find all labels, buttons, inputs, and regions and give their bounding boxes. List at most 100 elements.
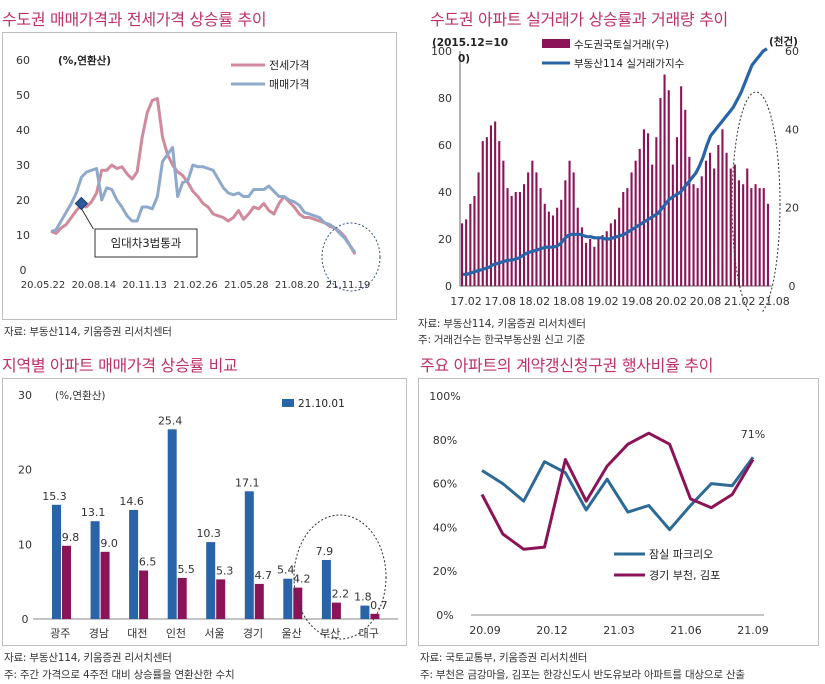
volume-bar [465, 219, 468, 286]
legend-label: 부동산114 실거래가지수 [574, 58, 685, 70]
category-label: 부산 [320, 627, 340, 640]
volume-bar [750, 188, 753, 286]
bar-1 [90, 521, 100, 619]
y-tick-label-right: 0 [789, 280, 796, 293]
data-label: 25.4 [158, 414, 183, 427]
volume-bar [461, 223, 464, 286]
panel2-source: 자료: 부동산114, 키움증권 리서치센터 [418, 318, 586, 330]
x-tick-label: 20.09 [469, 624, 501, 637]
left-axis-label: 0) [458, 53, 470, 65]
callout-label: 임대차3법통과 [111, 236, 182, 250]
data-label: 5.3 [216, 564, 234, 577]
volume-bar [729, 168, 732, 286]
volume-bar [709, 152, 712, 286]
category-label: 광주 [50, 627, 70, 640]
series-line-1 [50, 97, 357, 256]
panel2-title: 수도권 아파트 실거래가 상승률과 거래량 추이 [430, 10, 728, 29]
data-label: 9.8 [62, 531, 80, 544]
panel2-note: 주: 거래건수는 한국부동산원 신고 기준 [418, 334, 586, 346]
volume-bar [692, 184, 695, 286]
volume-bar [613, 219, 616, 286]
y-tick-label-right: 60 [785, 45, 799, 58]
volume-bar [543, 203, 546, 287]
y-tick-label: 40% [433, 521, 457, 534]
data-label: 5.4 [277, 564, 295, 577]
volume-bar [593, 246, 596, 286]
x-tick-label: 21.06 [670, 624, 702, 637]
volume-bar [502, 160, 505, 286]
bar-1 [321, 560, 331, 619]
volume-bar [523, 184, 526, 286]
volume-bar [535, 172, 538, 286]
y-tick-label: 20 [16, 194, 30, 207]
x-tick-label: 17.02 [450, 295, 482, 308]
x-tick-label: 21.02 [724, 295, 756, 308]
y-tick-label: 60% [433, 478, 457, 491]
volume-bar [506, 188, 509, 286]
volume-bar [667, 90, 670, 286]
panel4-source: 자료: 국토교통부, 키움증권 리서치센터 [420, 652, 588, 664]
volume-bar [597, 239, 600, 286]
y-tick-label: 0 [20, 264, 27, 277]
volume-bar [477, 172, 480, 286]
category-label: 경기 [243, 627, 263, 640]
y-tick-label-left: 80 [438, 92, 452, 105]
bar-1 [167, 429, 177, 619]
legend-label: 21.10.01 [298, 398, 345, 410]
y-tick-label: 10 [18, 538, 32, 551]
volume-bar [651, 164, 654, 286]
data-label: 4.7 [255, 569, 273, 582]
volume-bar [514, 192, 517, 286]
legend-label: 잠실 파크리오 [649, 548, 713, 561]
right-axis-label: (천건) [769, 35, 798, 48]
volume-bar [684, 109, 687, 287]
x-tick-label: 19.08 [621, 295, 653, 308]
y-tick-label: 20% [433, 565, 457, 578]
bar-2 [62, 545, 71, 619]
volume-bar [746, 168, 749, 286]
event-marker [74, 196, 89, 211]
category-label: 대전 [127, 627, 147, 640]
series-line-2 [480, 431, 755, 551]
panel3-chart: 0 10 20 30 (%,연환산) 광주 15.3 9.8 경남 13.1 9.0 대전 14.6 6.… [18, 389, 398, 640]
data-label: 9.0 [100, 537, 118, 550]
data-label: 14.6 [119, 495, 144, 508]
data-label: 4.2 [293, 573, 311, 586]
volume-bar [576, 207, 579, 286]
volume-bar [655, 137, 658, 286]
highlight-ellipse [321, 222, 381, 292]
panel1-source: 자료: 부동산114, 키움증권 리서치센터 [4, 326, 172, 338]
y-tick-label-left: 40 [438, 186, 452, 199]
volume-bar [737, 180, 740, 287]
volume-bar [725, 152, 728, 286]
bar-2 [216, 579, 226, 619]
volume-bar [634, 160, 637, 286]
volume-bar [572, 172, 575, 286]
volume-bar [717, 145, 720, 286]
data-label: 15.3 [42, 490, 67, 503]
y-tick-label: 10 [16, 229, 30, 242]
volume-bar [489, 125, 492, 287]
volume-bar [510, 195, 513, 286]
bar-1 [52, 504, 61, 619]
y-tick-label: 80% [433, 434, 457, 447]
x-tick-label: 21.02.26 [173, 280, 218, 291]
category-label: 대구 [359, 627, 379, 640]
x-tick-label: 20.08.14 [72, 280, 117, 291]
end-value-label: 71% [741, 428, 765, 441]
price-index-line [463, 47, 768, 276]
legend-label: 경기 부천, 김포 [649, 568, 720, 582]
legend-label: 전세가격 [269, 59, 309, 72]
data-label: 7.9 [316, 545, 334, 558]
volume-bar [618, 207, 621, 286]
volume-bar [589, 239, 592, 286]
volume-bar [647, 133, 650, 287]
y-tick-label: 30 [16, 159, 30, 172]
data-label: 0.7 [370, 599, 388, 612]
y-tick-label: 100% [429, 390, 460, 403]
volume-bar [754, 184, 757, 286]
y-tick-label: 60 [16, 54, 30, 67]
x-tick-label: 18.08 [553, 295, 585, 308]
y-tick-label-right: 20 [785, 202, 799, 215]
x-tick-label: 20.11.13 [122, 280, 167, 291]
